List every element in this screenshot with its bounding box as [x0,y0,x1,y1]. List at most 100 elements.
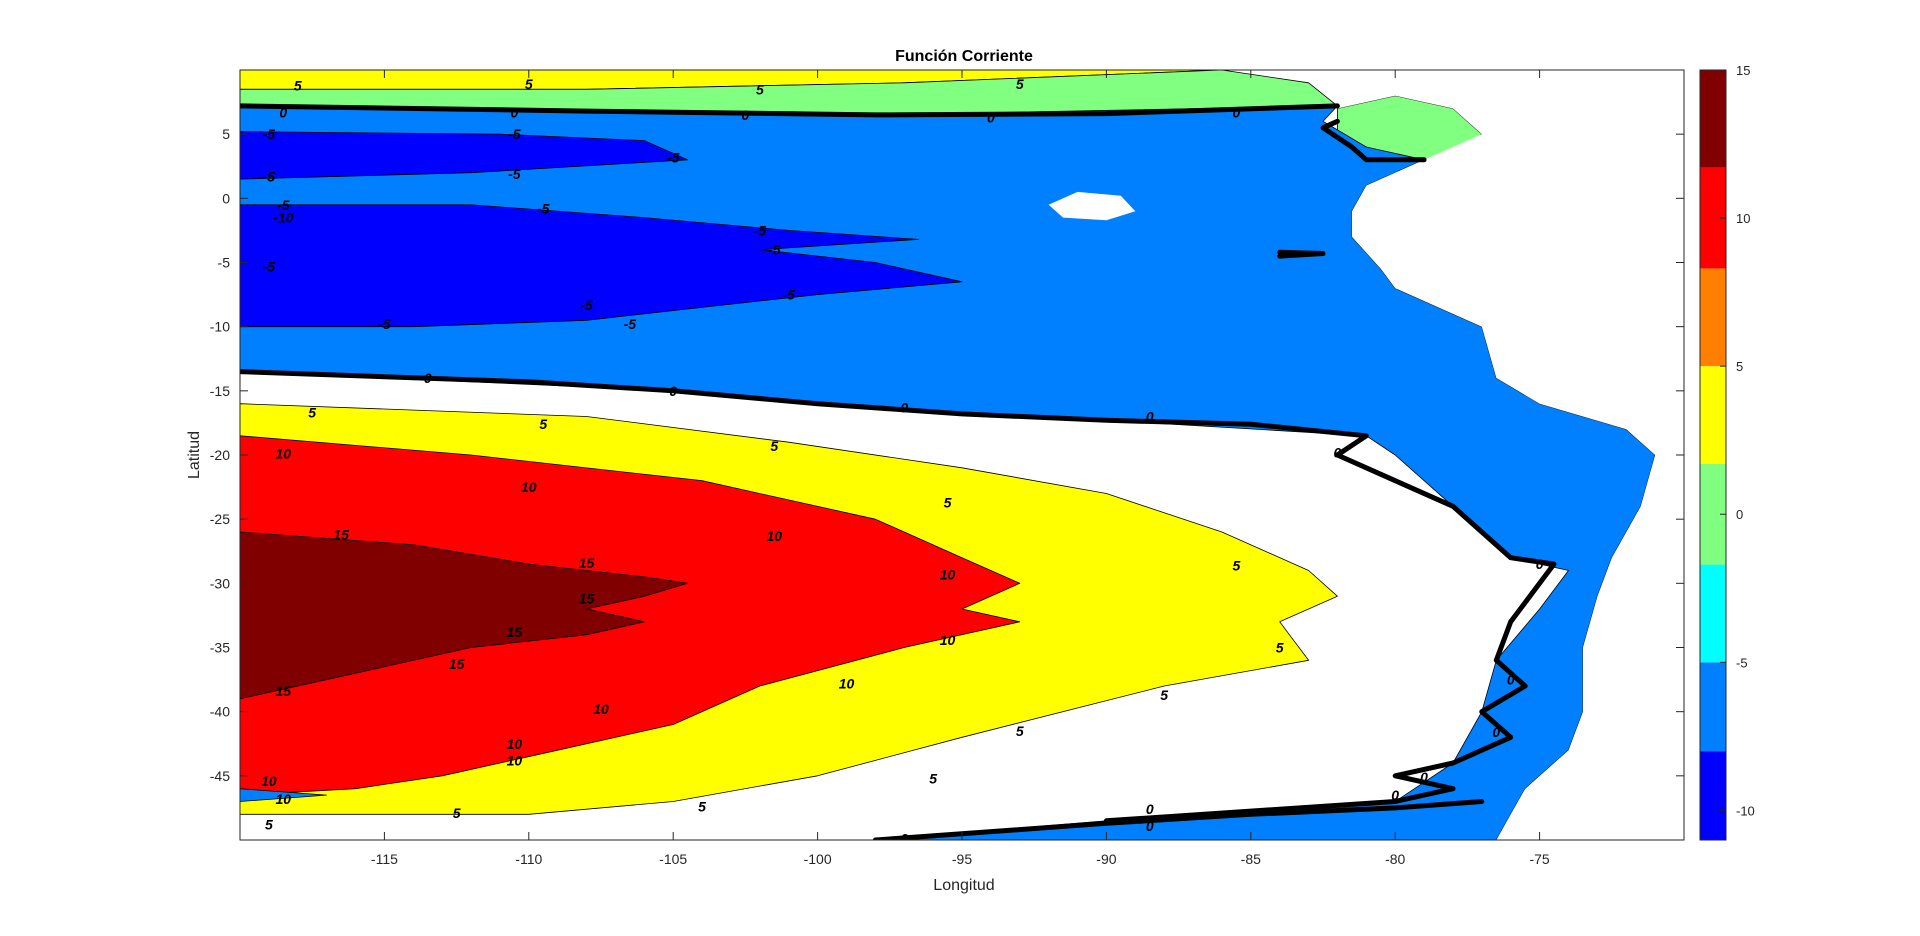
contour-label: 15 [333,527,349,543]
contour-label: 0 [1507,672,1515,688]
y-tick-label: 0 [222,190,230,206]
colorbar: -10 -5 0 5 10 15 [1699,63,1755,841]
x-tick-label: -115 [371,851,398,867]
contour-label: 5 [698,799,706,815]
contour-label: 15 [276,683,292,699]
contour-label: 0 [1391,787,1399,803]
colorbar-swatch-0 [1700,751,1726,840]
contour-label: 15 [579,591,595,607]
contour-label: 10 [593,701,609,717]
contour-label: 0 [1536,556,1544,572]
contour-label: 0 [1232,104,1240,120]
contour-label: 10 [276,446,292,462]
filled-contour-regions [240,70,1656,840]
y-tick-label: -40 [210,704,230,720]
chart-title: Función Corriente [895,48,1033,65]
contour-label: 5 [1276,640,1284,656]
contour-label: 5 [308,405,316,421]
x-tick-label: -95 [952,851,972,867]
colorbar-tick-label: -5 [1736,655,1748,670]
contour-label: 10 [839,675,855,691]
colorbar-frame [1699,69,1727,841]
contour-label: -5 [624,316,637,332]
contour-region-10-8 [240,435,1021,796]
contour-label: 0 [1492,724,1500,740]
contour-label: 15 [507,624,523,640]
contour-label: 5 [929,770,937,786]
x-tick-label: -85 [1241,851,1261,867]
x-tick-label: -90 [1096,851,1116,867]
contour-label-layer: 5 5 5 50 0 0 0 0-5 -5-5 -5-5-5-10-5-5-5-5-5-5-5-5… [261,76,1544,847]
contour-label: 15 [449,656,465,672]
contour-label: 10 [940,632,956,648]
contour-label: 0 [1146,818,1154,834]
contour-label: 5 [539,416,547,432]
y-tick-label: -45 [210,768,230,784]
land-region-0 [1337,70,1684,840]
contour-label: 5 [525,76,533,92]
y-tick-label: -15 [210,383,230,399]
contour-label: -5 [263,258,276,274]
land-mask [1048,70,1684,840]
contour-label: 5 [770,438,778,454]
contour-label: 5 [294,77,302,93]
x-tick-label: -75 [1529,851,1549,867]
contour-label: -5 [754,222,767,238]
x-tick-label: -100 [804,851,832,867]
y-axis-title: Latitud [186,431,203,479]
contour-label: -5 [768,242,781,258]
plot-area: 5 5 5 50 0 0 0 0-5 -5-5 -5-5-5-10-5-5-5-5-5-5-5-5… [210,69,1685,867]
contour-label: 0 [900,400,908,416]
contour-label: 0 [669,383,677,399]
contour-label: 10 [940,566,956,582]
contour-label: 10 [521,479,537,495]
contour-region-15-9 [240,531,688,700]
contour-label: 5 [453,805,461,821]
x-axis-title: Longitud [933,877,994,894]
y-axis: -45-40-35-30-25-20-15-10-505 [210,126,1684,784]
y-tick-label: -35 [210,640,230,656]
colorbar-swatch-2 [1700,564,1726,663]
contour-label: 10 [766,528,782,544]
contour-label: 0 [1146,409,1154,425]
zero-contour-line-4 [872,799,1485,840]
contour-label: -10 [273,210,293,226]
contour-label: -5 [508,166,521,182]
contour-label: 0 [900,831,908,847]
zero-contour-line-1 [1320,118,1427,163]
colorbar-tick-label: 15 [1736,63,1750,78]
y-tick-label: -25 [210,511,230,527]
x-axis: -115 -110 -105 -100 -95 -90 -85 -80 -75 [371,70,1550,867]
contour-label: 5 [756,81,764,97]
contour-region--10-6 [240,204,963,328]
colorbar-swatches [1700,70,1726,840]
contour-label: 10 [507,736,523,752]
contour-region--10-5 [240,131,688,180]
contour-label: -5 [277,197,290,213]
contour-label: 5 [265,817,273,833]
contour-label: 10 [276,791,292,807]
contour-label: -5 [263,169,276,185]
y-tick-label: -10 [210,319,230,335]
contour-label: 0 [1334,444,1342,460]
x-tick-label: -105 [659,851,687,867]
land-region-1 [1048,191,1136,221]
contour-label: 0 [279,104,287,120]
contour-label: 10 [261,773,277,789]
contour-label: -5 [508,126,521,142]
contour-label: -5 [667,149,680,165]
y-tick-label: -30 [210,575,230,591]
contour-label: 0 [510,104,518,120]
colorbar-tick-label: 5 [1736,359,1743,374]
colorbar-ticks: -10 -5 0 5 10 15 [1720,63,1755,818]
contour-label: -5 [782,287,795,303]
y-tick-label: 5 [222,126,230,142]
colorbar-swatch-5 [1700,268,1726,367]
contour-label: 15 [579,555,595,571]
colorbar-tick-label: 10 [1736,211,1750,226]
contour-label: 0 [1146,801,1154,817]
x-tick-label: -110 [515,851,542,867]
contour-label: -5 [263,126,276,142]
contour-label: -5 [537,201,550,217]
